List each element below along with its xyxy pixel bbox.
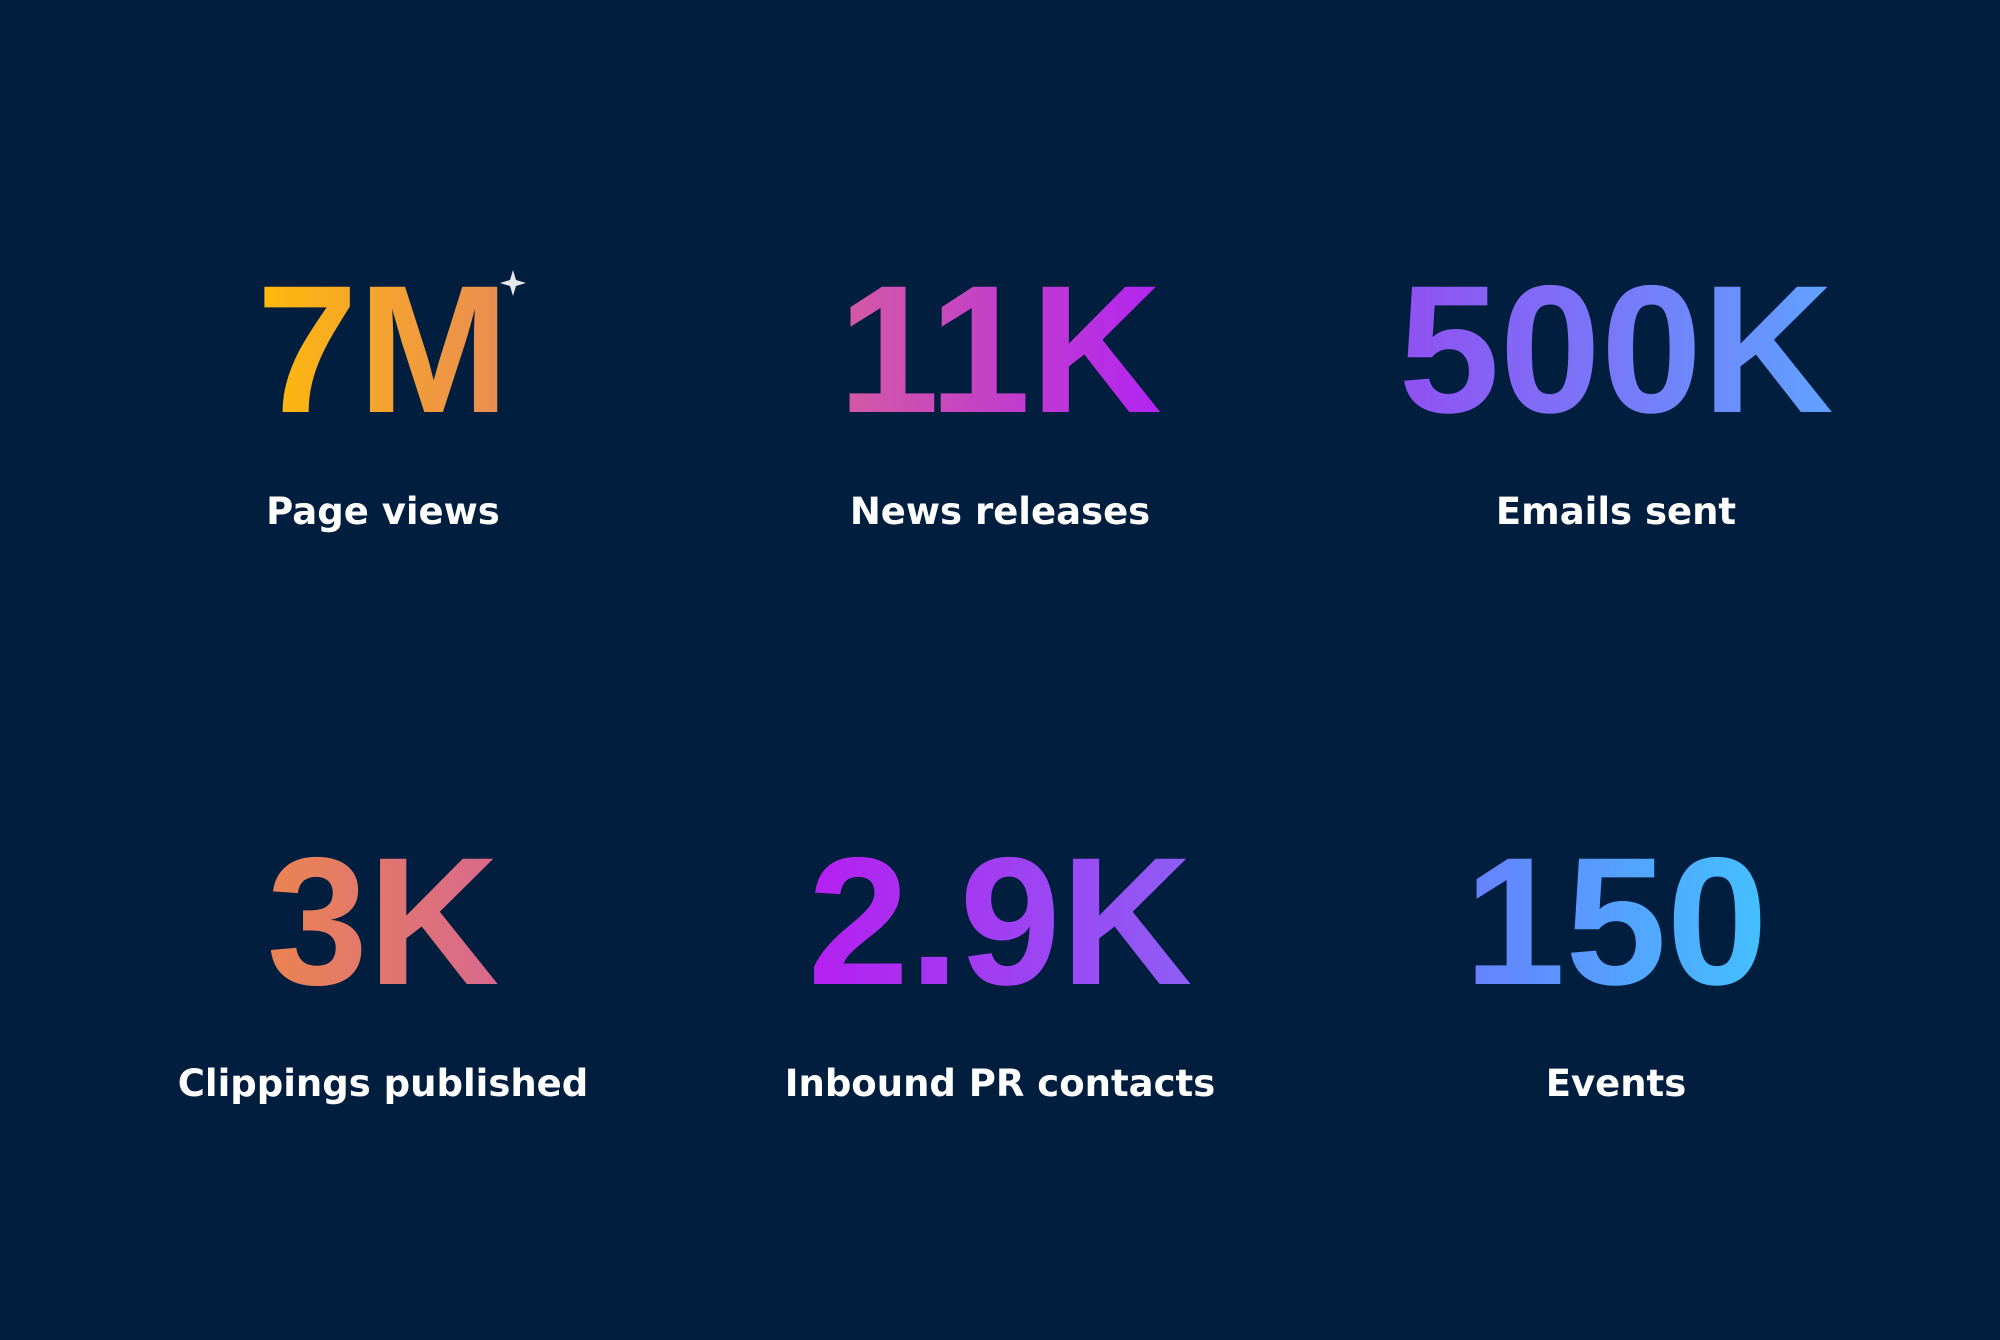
stat-label: News releases [850, 490, 1150, 533]
stat-label: Clippings published [178, 1062, 589, 1105]
stat-value: 2.9K [808, 819, 1192, 1023]
stat-label: Events [1546, 1062, 1687, 1105]
sparkle [500, 270, 526, 296]
stat-label: Page views [266, 490, 500, 533]
stat-label: Inbound PR contacts [785, 1062, 1216, 1105]
stat-value: 3K [267, 819, 500, 1023]
stat-label: Emails sent [1496, 490, 1736, 533]
stat-value: 7M [257, 247, 510, 451]
stat-value: 150 [1464, 819, 1768, 1023]
stat-value: 500K [1398, 247, 1833, 451]
stat-value: 11K [838, 247, 1162, 451]
